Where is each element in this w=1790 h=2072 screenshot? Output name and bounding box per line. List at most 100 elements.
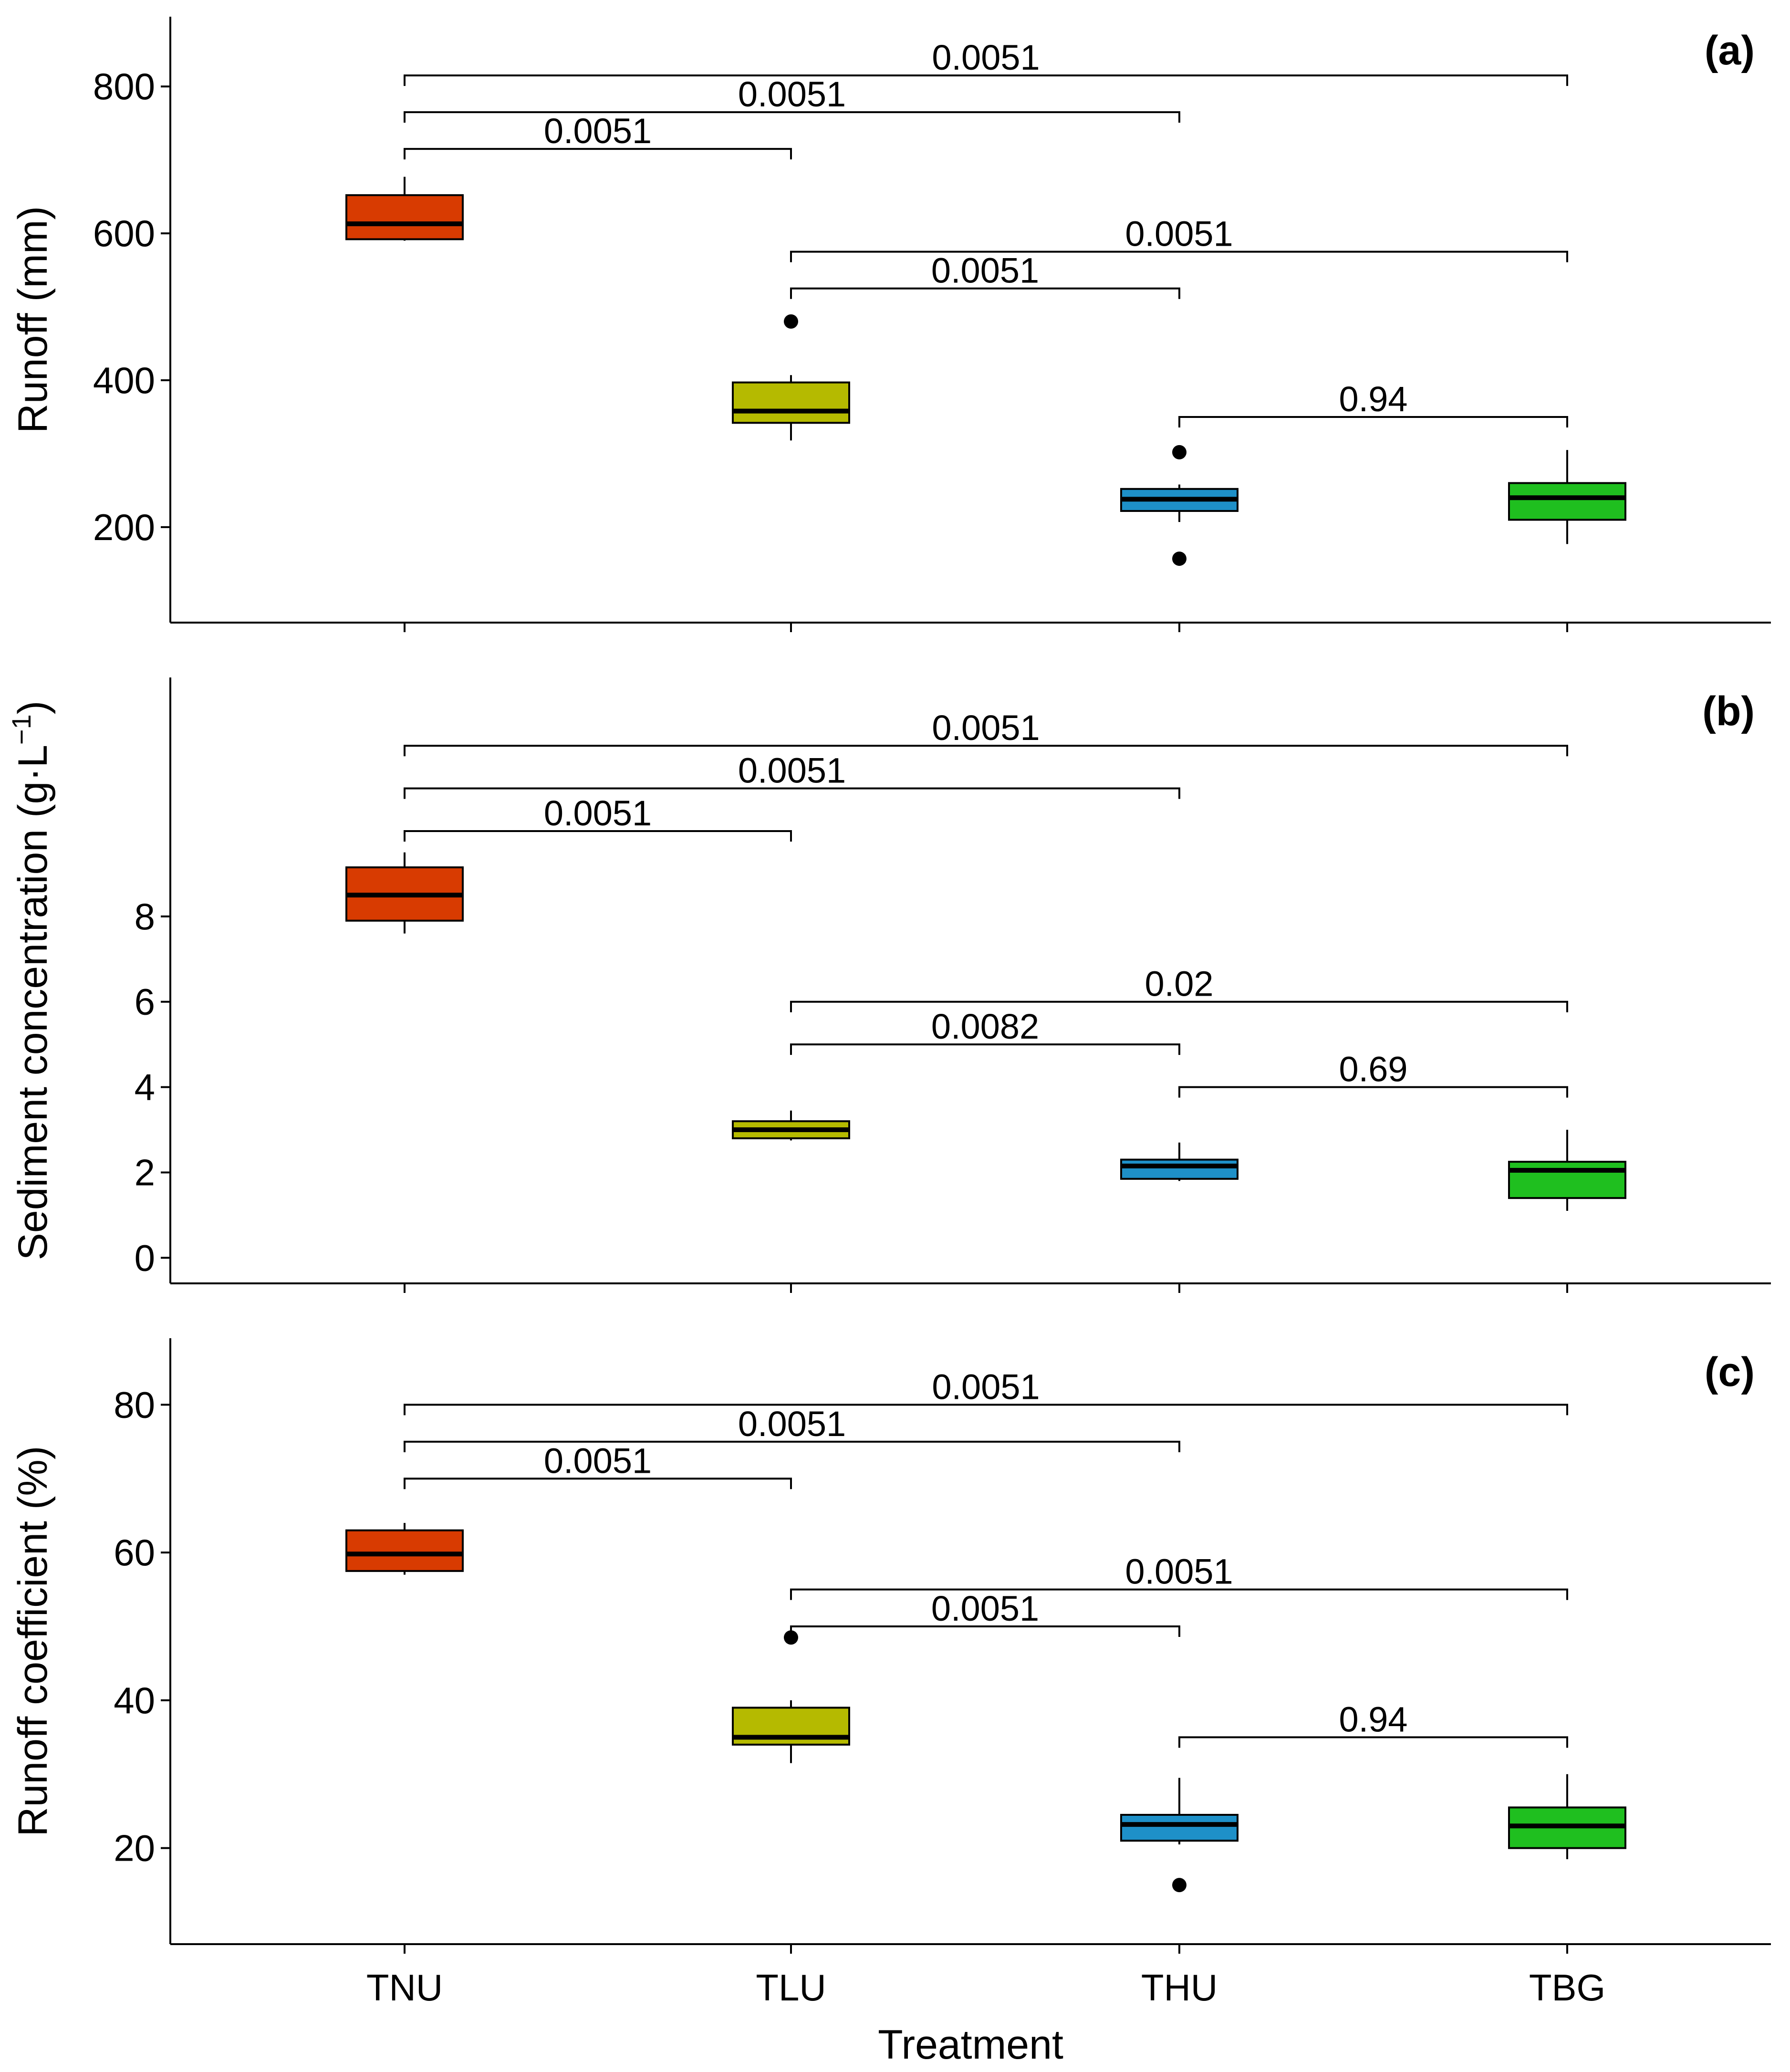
outlier-point [784, 314, 798, 329]
outlier-point [1172, 445, 1186, 459]
p-value-label: 0.0051 [932, 1367, 1040, 1406]
p-value-label: 0.0051 [932, 38, 1040, 77]
comparison-tnu-tlu: 0.0051 [404, 1441, 792, 1489]
box-thu [1120, 445, 1238, 566]
x-tick-label-tbg: TBG [1529, 1967, 1605, 2009]
comparison-tlu-thu: 0.0051 [790, 251, 1180, 299]
y-tick-label: 20 [114, 1827, 155, 1869]
comparison-thu-tbg: 0.94 [1178, 379, 1568, 427]
box-tnu [345, 852, 464, 934]
y-tick-label: 2 [135, 1151, 155, 1193]
y-tick-label: 200 [93, 506, 155, 548]
comparison-tnu-tbg: 0.0051 [404, 38, 1568, 86]
iqr-box [1120, 1158, 1238, 1180]
y-axis-title: Runoff coefficient (%) [10, 1446, 56, 1836]
x-axis-title: Treatment [878, 2022, 1063, 2068]
panel-label: (c) [1705, 1349, 1755, 1395]
p-value-label: 0.0051 [931, 251, 1039, 291]
x-tick-label-tnu: TNU [366, 1967, 443, 2009]
bracket-line [790, 250, 1568, 262]
iqr-box [1120, 1813, 1238, 1842]
box-thu [1120, 1142, 1238, 1181]
comparison-thu-tbg: 0.94 [1178, 1699, 1568, 1748]
bracket-line [404, 111, 1180, 123]
p-value-label: 0.0051 [932, 708, 1040, 748]
comparison-tnu-thu: 0.0051 [404, 751, 1180, 799]
y-tick-label: 4 [135, 1066, 155, 1108]
comparison-tnu-thu: 0.0051 [404, 1404, 1180, 1452]
box-tlu [732, 1110, 850, 1141]
bracket-line [404, 148, 792, 160]
comparison-tlu-tbg: 0.02 [790, 964, 1568, 1012]
comparison-tlu-thu: 0.0051 [790, 1589, 1180, 1637]
p-value-label: 0.94 [1339, 1699, 1407, 1739]
comparison-tlu-thu: 0.0082 [790, 1007, 1180, 1055]
box-tbg [1508, 450, 1626, 544]
outlier-point [784, 1630, 798, 1645]
box-tbg [1508, 1774, 1626, 1859]
bracket-line [404, 74, 1568, 86]
comparison-tnu-tlu: 0.0051 [404, 793, 792, 842]
y-axis-title: Sediment concentration (g·L−1) [6, 701, 56, 1260]
iqr-box [1508, 1161, 1626, 1199]
p-value-label: 0.0051 [738, 1404, 846, 1444]
y-tick-label: 0 [135, 1237, 155, 1279]
outlier-point [1172, 552, 1186, 566]
comparison-tlu-tbg: 0.0051 [790, 1552, 1568, 1600]
y-axis-title: Runoff (mm) [10, 206, 56, 433]
p-value-label: 0.0051 [544, 793, 652, 833]
comparison-tnu-tlu: 0.0051 [404, 111, 792, 160]
p-value-label: 0.94 [1339, 379, 1407, 419]
bracket-line [404, 1440, 1180, 1452]
panel-label: (a) [1705, 28, 1755, 73]
p-value-label: 0.69 [1339, 1050, 1407, 1089]
bracket-line [790, 287, 1180, 299]
y-tick-label: 400 [93, 359, 155, 401]
bracket-line [790, 1625, 1180, 1637]
p-value-label: 0.0051 [738, 74, 846, 114]
bracket-line [1178, 1086, 1568, 1098]
box-tbg [1508, 1130, 1626, 1211]
y-tick-label: 60 [114, 1531, 155, 1573]
box-tnu [345, 177, 464, 241]
p-value-label: 0.0051 [544, 1441, 652, 1480]
bracket-line [404, 1478, 792, 1489]
p-value-label: 0.02 [1145, 964, 1213, 1004]
comparison-thu-tbg: 0.69 [1178, 1050, 1568, 1098]
panel-label: (b) [1702, 688, 1755, 734]
comparison-tnu-tbg: 0.0051 [404, 1367, 1568, 1416]
bracket-line [790, 1043, 1180, 1055]
comparison-tlu-tbg: 0.0051 [790, 214, 1568, 262]
bracket-line [1178, 416, 1568, 427]
comparison-tnu-tbg: 0.0051 [404, 708, 1568, 757]
box-tnu [345, 1523, 464, 1575]
bracket-line [404, 787, 1180, 799]
bracket-line [790, 1000, 1568, 1012]
bracket-line [404, 1404, 1568, 1416]
y-tick-label: 6 [135, 981, 155, 1023]
box-tlu [732, 314, 850, 441]
y-tick-label: 600 [93, 212, 155, 254]
p-value-label: 0.0051 [544, 111, 652, 151]
y-tick-label: 800 [93, 65, 155, 107]
bracket-line [790, 1588, 1568, 1600]
y-tick-label: 80 [114, 1384, 155, 1426]
bracket-line [404, 745, 1568, 757]
x-tick-label-tlu: TLU [756, 1967, 826, 2009]
iqr-box [345, 194, 464, 240]
panel-a: 200 400 600 800 Runoff (mm) (a) 0.0051 0.0051 0.… [10, 17, 1771, 632]
bracket-line [1178, 1736, 1568, 1748]
box-thu [1120, 1778, 1238, 1893]
panel-b: 0 2 4 6 8 Sediment concentration (g·L−1) (b) 0.… [6, 677, 1771, 1293]
comparison-tnu-thu: 0.0051 [404, 74, 1180, 123]
box-tlu [732, 1630, 850, 1763]
p-value-label: 0.0051 [1125, 1552, 1233, 1592]
p-value-label: 0.0051 [931, 1589, 1039, 1628]
bracket-line [404, 830, 792, 842]
iqr-box [345, 1529, 464, 1572]
y-tick-label: 40 [114, 1679, 155, 1721]
x-tick-label-thu: THU [1141, 1967, 1218, 2009]
y-tick-label: 8 [135, 895, 155, 937]
outlier-point [1172, 1878, 1186, 1893]
